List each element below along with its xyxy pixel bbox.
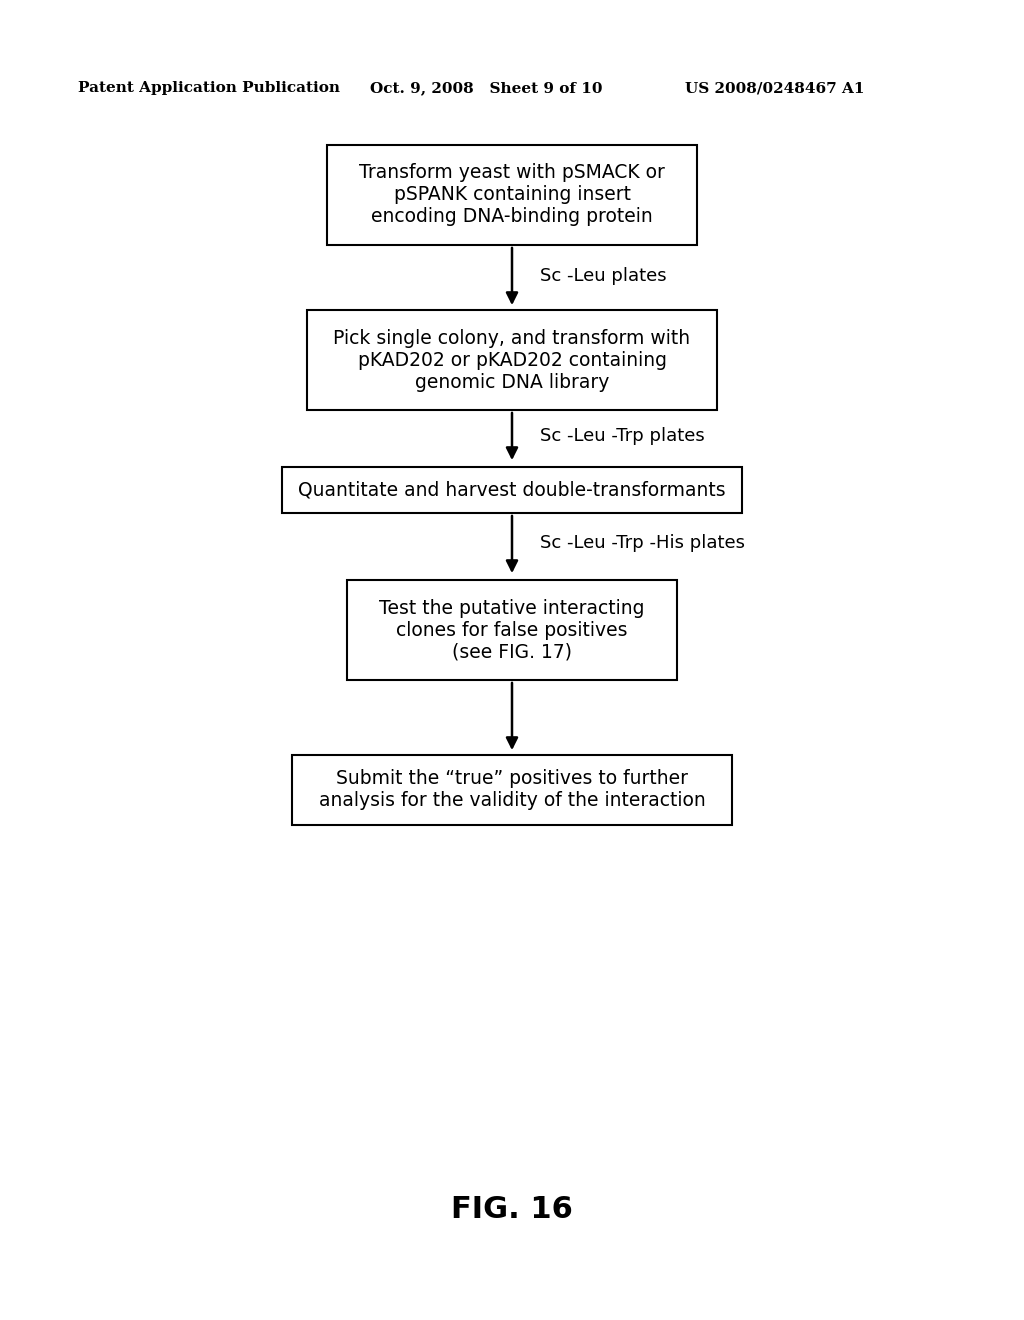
Text: Sc -Leu -Trp -His plates: Sc -Leu -Trp -His plates — [540, 535, 745, 552]
Text: Pick single colony, and transform with
pKAD202 or pKAD202 containing
genomic DNA: Pick single colony, and transform with p… — [334, 329, 690, 392]
Bar — [327, 145, 697, 246]
Bar — [292, 755, 732, 825]
Text: Sc -Leu plates: Sc -Leu plates — [540, 267, 667, 285]
Bar — [307, 310, 717, 411]
Text: FIG. 16: FIG. 16 — [451, 1196, 573, 1225]
Text: Test the putative interacting
clones for false positives
(see FIG. 17): Test the putative interacting clones for… — [379, 598, 645, 661]
Bar — [282, 467, 742, 513]
Text: Patent Application Publication: Patent Application Publication — [78, 81, 340, 95]
Text: Oct. 9, 2008   Sheet 9 of 10: Oct. 9, 2008 Sheet 9 of 10 — [370, 81, 602, 95]
Text: Submit the “true” positives to further
analysis for the validity of the interact: Submit the “true” positives to further a… — [318, 770, 706, 810]
Text: Transform yeast with pSMACK or
pSPANK containing insert
encoding DNA-binding pro: Transform yeast with pSMACK or pSPANK co… — [359, 164, 665, 227]
Text: US 2008/0248467 A1: US 2008/0248467 A1 — [685, 81, 864, 95]
Text: Sc -Leu -Trp plates: Sc -Leu -Trp plates — [540, 426, 705, 445]
Text: Quantitate and harvest double-transformants: Quantitate and harvest double-transforma… — [298, 480, 726, 499]
Bar — [347, 579, 677, 680]
